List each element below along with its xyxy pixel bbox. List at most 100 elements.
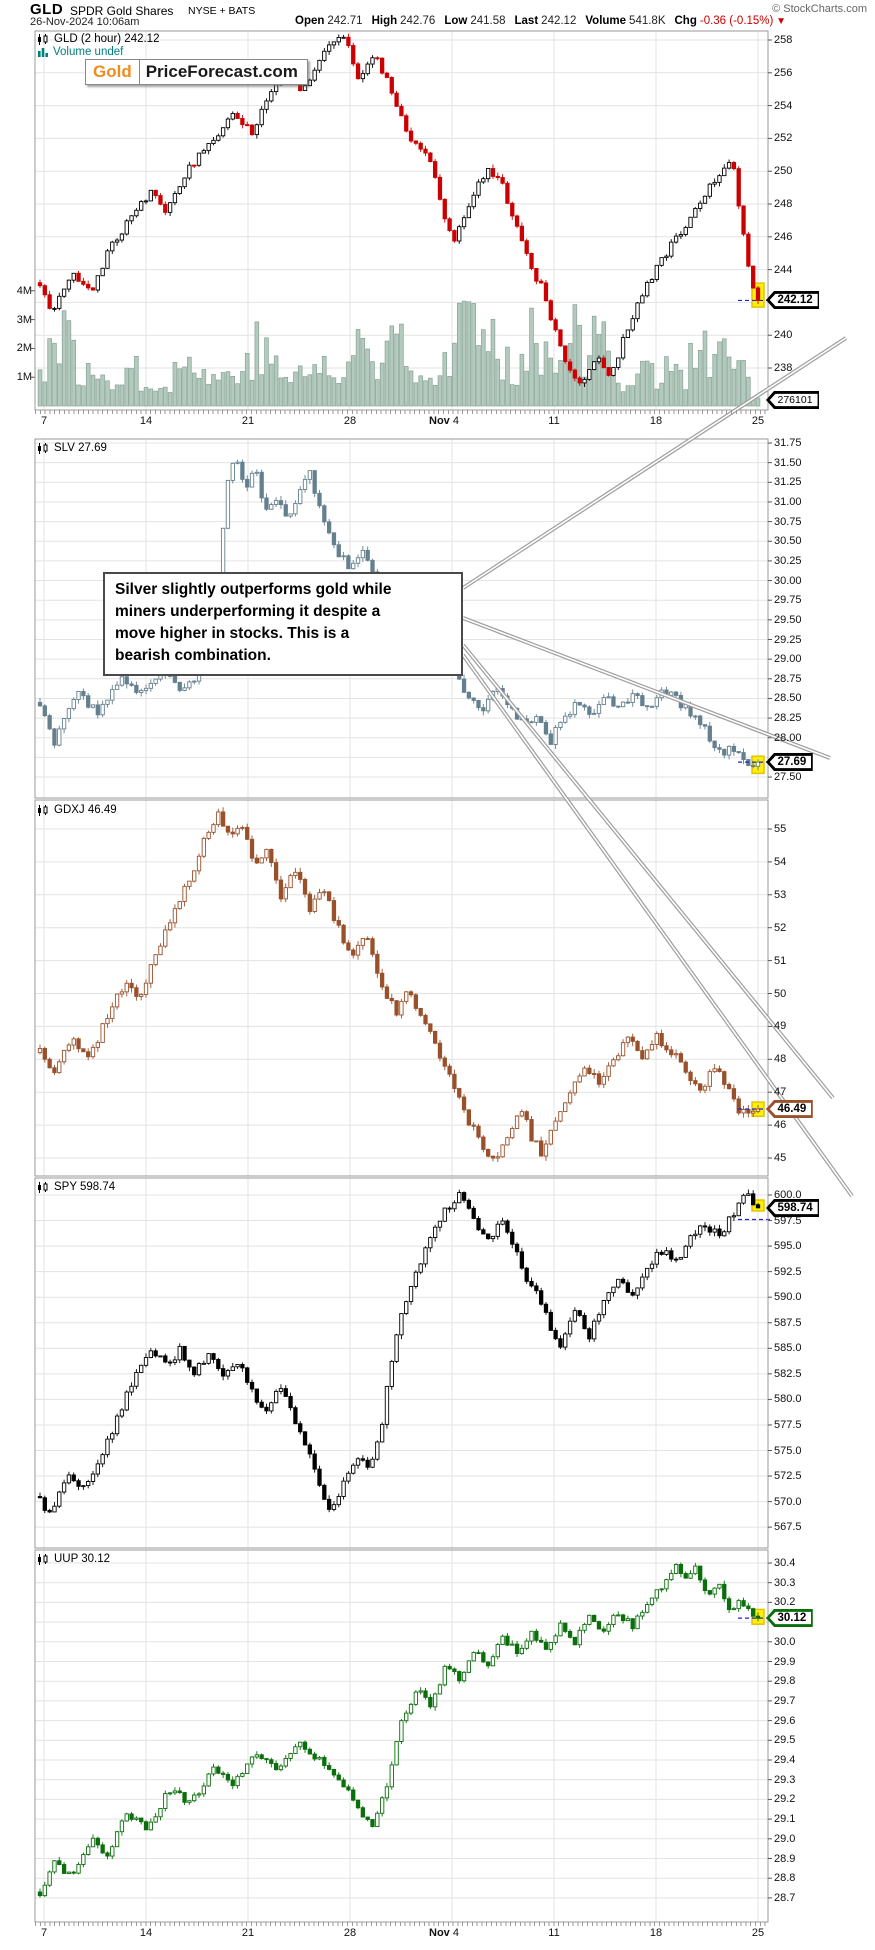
- callout-uup-last: 30.12: [766, 1609, 813, 1627]
- legend-gdxj-label: GDXJ 46.49: [54, 804, 117, 816]
- y-axis-label: 28.00: [774, 731, 802, 744]
- y-axis-label: 248: [774, 198, 793, 210]
- y-axis-label: 30.50: [774, 535, 802, 548]
- quote-datetime: 26-Nov-2024 10:06am: [30, 16, 140, 28]
- x-axis-date-label: 18: [649, 1927, 663, 1939]
- candlestick-icon: [38, 442, 48, 454]
- legend-spy-label: SPY 598.74: [54, 1181, 116, 1193]
- panel-uup: [34, 1549, 772, 1923]
- callout-gld-last: 242.12: [766, 291, 820, 309]
- y-axis-label: 31.00: [774, 495, 802, 508]
- y-axis-label: 597.5: [774, 1214, 802, 1227]
- exchange-label: NYSE + BATS: [188, 5, 256, 17]
- y-axis-label: 28.75: [774, 672, 802, 685]
- logo-gold-part: Gold: [86, 60, 140, 84]
- x-axis-date-label: 21: [241, 1927, 255, 1939]
- volume-icon: [38, 48, 48, 57]
- x-axis-date-label: 28: [343, 1927, 357, 1939]
- y-axis-label: 256: [774, 66, 793, 79]
- y-axis-label: 29.25: [774, 633, 802, 646]
- y-axis-label: 30.4: [774, 1557, 796, 1569]
- y-axis-label: 28.7: [774, 1891, 796, 1904]
- y-axis-label: 600.0: [774, 1189, 802, 1201]
- x-axis-date-label: 25: [751, 1927, 765, 1939]
- quote-label: Low: [444, 15, 468, 27]
- y-axis-label: 254: [774, 99, 793, 112]
- panel-gld: [31, 30, 772, 411]
- panel-gdxj: [34, 799, 772, 1177]
- annotation-line: Silver slightly outperforms gold while: [115, 581, 392, 598]
- goldpriceforecast-logo[interactable]: Gold PriceForecast.com: [85, 59, 308, 85]
- y-axis-label: 29.75: [774, 594, 802, 607]
- y-axis-label: 592.5: [774, 1265, 802, 1278]
- y-axis-label: 582.5: [774, 1367, 802, 1380]
- y-axis-label: 29.50: [774, 613, 802, 626]
- callout-gld-volume: 276101: [766, 391, 820, 409]
- x-axis-date-label: 11: [548, 415, 560, 427]
- legend-gdxj: GDXJ 46.49: [37, 804, 117, 816]
- annotation-line: move higher in stocks. This is a: [115, 625, 350, 642]
- volume-axis-label: 1M: [16, 371, 32, 384]
- y-axis-label: 252: [774, 132, 793, 145]
- callout-spy-last: 598.74: [766, 1199, 820, 1217]
- quote-label: Last: [514, 15, 539, 27]
- y-axis-label: 590.0: [774, 1291, 802, 1304]
- y-axis-label: 30.2: [774, 1596, 796, 1609]
- y-axis-label: 29.8: [774, 1675, 796, 1688]
- y-axis-label: 50: [774, 987, 787, 1000]
- quote-value: 241.58: [470, 15, 506, 27]
- y-axis-label: 31.50: [774, 456, 802, 469]
- x-axis-date-label: 14: [139, 1927, 153, 1939]
- candlestick-icon: [38, 1553, 48, 1565]
- callout-gdxj-last: 46.49: [766, 1100, 813, 1118]
- y-axis-label: 567.5: [774, 1521, 802, 1534]
- y-axis-label: 240: [774, 329, 793, 342]
- quote-label: Volume: [585, 15, 627, 27]
- legend-volume: Volume undef: [37, 46, 123, 58]
- y-axis-label: 45: [774, 1152, 787, 1164]
- x-axis-date-label: 25: [751, 415, 765, 427]
- quote-value: 242.71: [327, 15, 363, 27]
- volume-bars: [37, 300, 761, 407]
- quote-bar: Open 242.71 High 242.76 Low 241.58 Last 242.12 V…: [295, 15, 786, 27]
- candlestick-icon: [38, 33, 48, 45]
- y-axis-label: 238: [774, 362, 793, 374]
- x-axis-date-label: 14: [139, 415, 153, 427]
- candles-uup: [37, 1562, 765, 1898]
- y-axis-label: 29.0: [774, 1832, 796, 1845]
- candlestick-icon: [38, 804, 48, 816]
- volume-axis-label: 3M: [16, 313, 32, 326]
- y-axis-label: 31.25: [774, 476, 802, 489]
- y-axis-label: 29.5: [774, 1734, 796, 1747]
- y-axis-label: 29.7: [774, 1694, 796, 1707]
- y-axis-label: 30.3: [774, 1576, 796, 1589]
- y-axis-label: 29.4: [774, 1754, 796, 1766]
- y-axis-label: 595.0: [774, 1240, 802, 1253]
- y-axis-label: 27.50: [774, 771, 802, 784]
- y-axis-label: 28.9: [774, 1852, 796, 1865]
- x-axis-date-label: 11: [548, 1927, 560, 1939]
- x-axis-date-label: Nov 4: [429, 1927, 459, 1939]
- y-axis-label: 28.25: [774, 712, 802, 725]
- quote-value: -0.36 (-0.15%): [699, 15, 774, 27]
- y-axis-label: 572.5: [774, 1470, 802, 1483]
- y-axis-label: 29.6: [774, 1714, 796, 1727]
- legend-uup-label: UUP 30.12: [54, 1553, 111, 1565]
- legend-spy: SPY 598.74: [37, 1181, 115, 1193]
- y-axis-label: 55: [774, 823, 787, 835]
- y-axis-label: 49: [774, 1020, 787, 1033]
- y-axis-label: 30.25: [774, 554, 802, 567]
- callout-slv-last: 27.69: [766, 753, 813, 771]
- y-axis-label: 52: [774, 921, 787, 934]
- analyst-annotation-note: Silver slightly outperforms gold while m…: [103, 572, 463, 676]
- quote-value: 242.76: [400, 15, 436, 27]
- legend-uup: UUP 30.12: [37, 1553, 110, 1565]
- stockcharts-copyright-link[interactable]: © StockCharts.com: [772, 3, 867, 15]
- y-axis-label: 29.3: [774, 1773, 796, 1786]
- quote-value: 541.8K: [629, 15, 666, 27]
- logo-priceforecast-part: PriceForecast.com: [145, 62, 298, 81]
- y-axis-label: 30.00: [774, 574, 802, 587]
- x-axis-date-label: 28: [343, 415, 357, 427]
- y-axis-label: 46: [774, 1119, 787, 1132]
